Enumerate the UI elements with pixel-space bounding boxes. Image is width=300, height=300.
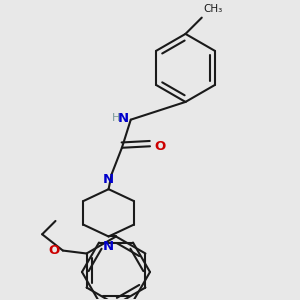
Text: H: H <box>112 113 120 123</box>
Text: CH₃: CH₃ <box>204 4 223 14</box>
Text: N: N <box>118 112 129 125</box>
Text: N: N <box>103 240 114 253</box>
Text: O: O <box>154 140 166 153</box>
Text: O: O <box>48 244 59 257</box>
Text: N: N <box>103 172 114 186</box>
